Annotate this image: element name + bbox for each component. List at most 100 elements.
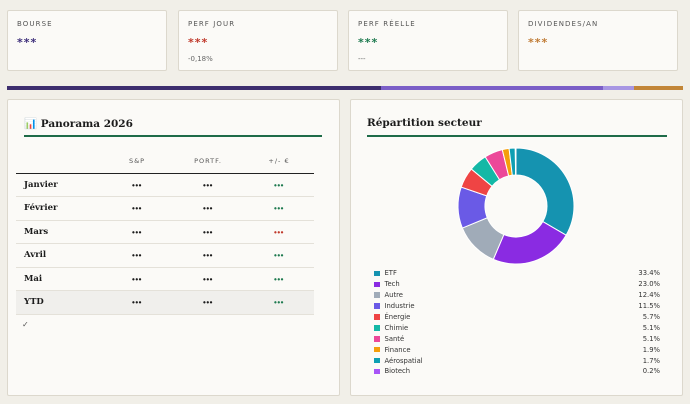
portf-cell: ••• (172, 267, 244, 291)
repartition-title: Répartition secteur (367, 117, 482, 129)
legend-percent: 5.7% (642, 313, 660, 321)
column-header-sp: S&P (102, 150, 172, 174)
kpi-card-dividendes: DIVIDENDES/AN *** (518, 10, 678, 71)
sp-value: ••• (132, 204, 142, 214)
legend-label: Industrie (384, 302, 415, 311)
diff-cell: ••• (244, 267, 314, 291)
diff-value: ••• (274, 227, 284, 237)
legend-percent: 1.7% (642, 356, 660, 365)
legend-percent: 5.1% (642, 323, 660, 332)
portf-value: ••• (203, 298, 213, 308)
legend-item: Énergie 5.7% (374, 312, 660, 323)
portf-cell: ••• (172, 243, 244, 268)
month-cell: Mai (16, 267, 102, 291)
legend-item: Industrie 11.5% (374, 301, 660, 312)
portf-value: ••• (203, 204, 213, 214)
sp-cell: ••• (102, 243, 172, 268)
diff-value: ••• (274, 274, 284, 284)
portf-cell: ••• (172, 173, 244, 197)
sp-value: ••• (132, 180, 142, 190)
portf-value: ••• (203, 180, 213, 190)
table-row: Janvier ••• ••• ••• (16, 173, 314, 197)
sp-cell: ••• (102, 220, 172, 244)
month-cell: YTD (16, 290, 102, 315)
legend-percent: 0.2% (642, 367, 660, 376)
kpi-sub: --- (358, 55, 366, 63)
diff-cell: ••• (244, 220, 314, 244)
kpi-value: *** (358, 36, 379, 49)
kpi-value: *** (188, 36, 209, 49)
table-row: Avril ••• ••• ••• (16, 243, 314, 268)
legend-percent: 23.0% (638, 280, 660, 289)
legend-swatch (374, 325, 380, 331)
legend-label: Énergie (384, 313, 411, 321)
legend-label: Biotech (384, 367, 411, 376)
kpi-label: PERF JOUR (188, 20, 236, 28)
kpi-label: PERF RÉELLE (358, 20, 416, 28)
table-row: Mai ••• ••• ••• (16, 267, 314, 291)
legend-item: Autre 12.4% (374, 290, 660, 301)
kpi-value: *** (17, 36, 38, 49)
legend-swatch (374, 357, 380, 364)
band-segment (602, 86, 635, 90)
legend-label: Finance (384, 345, 411, 354)
repartition-title-rule (367, 135, 667, 137)
table-row: Mars ••• ••• ••• (16, 220, 314, 244)
portf-value: ••• (203, 227, 213, 237)
legend-label: ETF (384, 269, 397, 278)
legend-item: ETF 33.4% (374, 268, 660, 279)
band-segment (380, 86, 603, 90)
check-icon: ✓ (22, 320, 29, 329)
kpi-label: DIVIDENDES/AN (528, 20, 599, 28)
legend-label: Aérospatial (384, 356, 423, 365)
panorama-title: 📊 Panorama 2026 (24, 118, 133, 130)
legend-swatch (374, 346, 380, 353)
diff-value: ••• (274, 298, 284, 308)
portf-value: ••• (203, 274, 213, 284)
legend-swatch (374, 281, 380, 288)
diff-value: ••• (274, 204, 284, 214)
legend-swatch (374, 336, 380, 342)
portf-cell: ••• (172, 220, 244, 244)
legend-percent: 12.4% (638, 291, 660, 300)
diff-value: ••• (274, 251, 284, 261)
table-row: YTD ••• ••• ••• (16, 290, 314, 315)
legend-swatch (374, 314, 380, 320)
table-row: Février ••• ••• ••• (16, 196, 314, 221)
month-cell: Avril (16, 243, 102, 268)
legend-item: Chimie 5.1% (374, 322, 660, 333)
legend-label: Chimie (384, 323, 409, 332)
band-segment (7, 86, 381, 90)
legend-percent: 5.1% (642, 334, 660, 343)
legend-item: Tech 23.0% (374, 279, 660, 290)
kpi-value: *** (528, 36, 549, 49)
month-cell: Janvier (16, 173, 102, 197)
legend-label: Tech (384, 280, 400, 289)
sp-cell: ••• (102, 173, 172, 197)
legend-swatch (374, 368, 380, 375)
legend-percent: 1.9% (642, 345, 660, 354)
legend-swatch (374, 303, 380, 309)
legend-percent: 11.5% (638, 302, 660, 311)
legend-item: Aérospatial 1.7% (374, 355, 660, 366)
donut-slice-biotech (514, 147, 517, 176)
band-segment (634, 86, 683, 90)
month-cell: Mars (16, 220, 102, 244)
sector-legend: ETF 33.4% Tech 23.0% Autre 12.4% Industrie 11.5… (374, 268, 660, 377)
table-header-row: S&P PORTF. +/- € (16, 150, 314, 174)
kpi-card-bourse: BOURSE *** (7, 10, 167, 71)
diff-cell: ••• (244, 243, 314, 268)
legend-item: Santé 5.1% (374, 333, 660, 344)
diff-cell: ••• (244, 290, 314, 315)
month-cell: Février (16, 196, 102, 221)
kpi-card-perf-reelle: PERF RÉELLE *** --- (348, 10, 508, 71)
portf-cell: ••• (172, 196, 244, 221)
legend-swatch (374, 292, 380, 298)
legend-item: Finance 1.9% (374, 344, 660, 355)
sp-cell: ••• (102, 290, 172, 315)
column-header (16, 150, 102, 174)
diff-cell: ••• (244, 196, 314, 221)
legend-label: Autre (384, 291, 403, 300)
allocation-band (7, 86, 683, 90)
portf-cell: ••• (172, 290, 244, 315)
